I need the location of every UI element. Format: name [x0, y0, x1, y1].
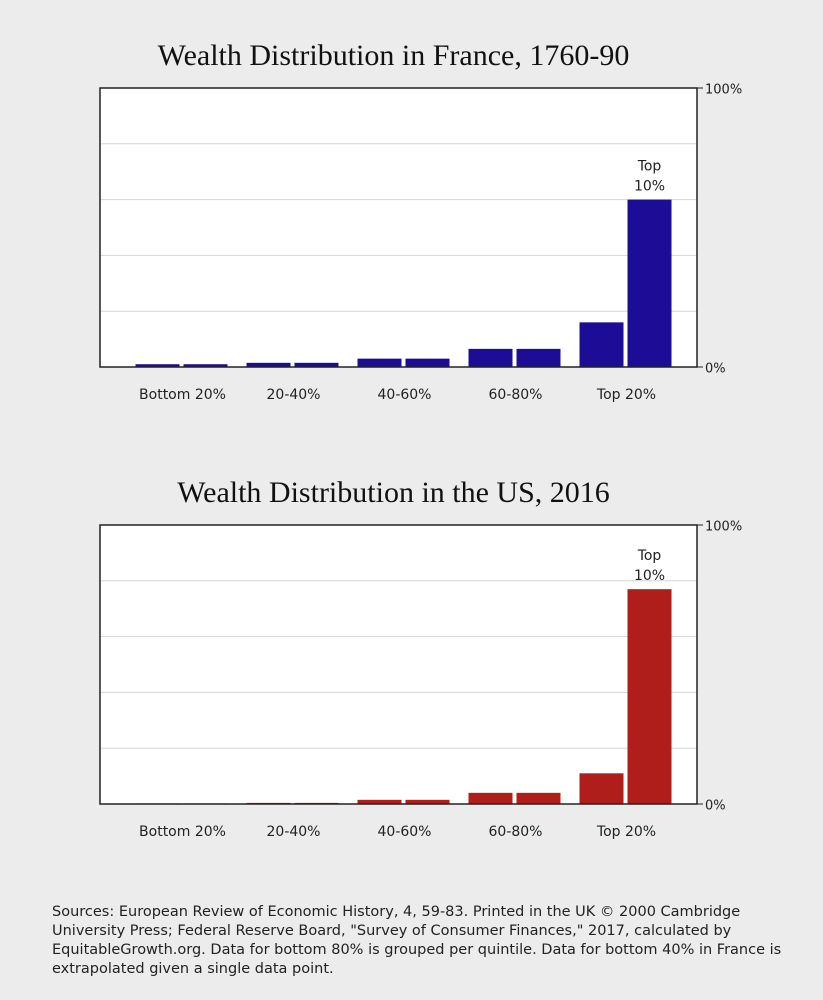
annotation: Top	[637, 159, 662, 175]
x-tick-label: Top 20%	[596, 824, 656, 840]
bar	[183, 364, 228, 367]
annotation: 10%	[634, 568, 665, 584]
bar	[468, 792, 513, 804]
plot-border	[99, 87, 698, 368]
x-tick-label: 40-60%	[378, 824, 432, 840]
x-tick-label: 60-80%	[489, 824, 543, 840]
bar	[627, 589, 672, 804]
plot-area	[100, 525, 697, 804]
y-tick-label: 0%	[705, 362, 726, 377]
bar	[468, 348, 513, 367]
x-tick-label: 40-60%	[378, 387, 432, 403]
charts: Wealth Distribution in France, 1760-90 0%…	[99, 39, 742, 840]
x-tick-label: Bottom 20%	[139, 824, 226, 840]
bar	[516, 348, 561, 367]
bar	[405, 358, 450, 367]
annotation: 10%	[634, 179, 665, 195]
bar	[294, 362, 339, 367]
y-tick-label: 100%	[705, 83, 742, 98]
chart-title: Wealth Distribution in the US, 2016	[177, 476, 610, 509]
x-tick-label: 20-40%	[267, 387, 321, 403]
y-tick-label: 0%	[705, 799, 726, 814]
bar	[627, 199, 672, 367]
x-tick-label: 60-80%	[489, 387, 543, 403]
sources: Sources: European Review of Economic His…	[52, 904, 782, 977]
x-tick-label: Top 20%	[596, 387, 656, 403]
bar	[357, 358, 402, 367]
bar	[405, 799, 450, 804]
bar	[579, 773, 624, 804]
bar	[357, 799, 402, 804]
plot-border	[99, 524, 698, 805]
bar	[246, 362, 291, 367]
bar	[516, 792, 561, 804]
plot-area	[100, 88, 697, 367]
annotation: Top	[637, 548, 662, 564]
y-tick-label: 100%	[705, 520, 742, 535]
bar	[135, 364, 180, 367]
chart-title: Wealth Distribution in France, 1760-90	[158, 39, 630, 72]
x-tick-label: Bottom 20%	[139, 387, 226, 403]
bar	[579, 322, 624, 367]
x-tick-label: 20-40%	[267, 824, 321, 840]
